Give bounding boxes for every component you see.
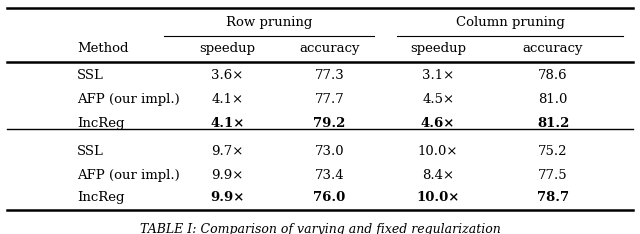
Text: 4.6×: 4.6× (421, 117, 455, 130)
Text: Row pruning: Row pruning (226, 16, 312, 29)
Text: 81.2: 81.2 (537, 117, 570, 130)
Text: 9.9×: 9.9× (210, 191, 244, 205)
Text: Column pruning: Column pruning (456, 16, 564, 29)
Text: IncReg: IncReg (77, 117, 125, 130)
Text: speedup: speedup (410, 42, 466, 55)
Text: 8.4×: 8.4× (422, 169, 454, 183)
Text: 77.7: 77.7 (315, 93, 344, 106)
Text: SSL: SSL (77, 69, 104, 82)
Text: speedup: speedup (200, 42, 255, 55)
Text: 81.0: 81.0 (538, 93, 568, 106)
Text: 4.1×: 4.1× (210, 117, 244, 130)
Text: 78.6: 78.6 (538, 69, 568, 82)
Text: 9.7×: 9.7× (211, 145, 244, 158)
Text: accuracy: accuracy (300, 42, 360, 55)
Text: TABLE I: Comparison of varying and fixed regularization: TABLE I: Comparison of varying and fixed… (140, 223, 500, 234)
Text: 77.3: 77.3 (315, 69, 344, 82)
Text: 10.0×: 10.0× (418, 145, 458, 158)
Text: 75.2: 75.2 (538, 145, 568, 158)
Text: 9.9×: 9.9× (211, 169, 244, 183)
Text: 77.5: 77.5 (538, 169, 568, 183)
Text: 78.7: 78.7 (537, 191, 569, 205)
Text: SSL: SSL (77, 145, 104, 158)
Text: 79.2: 79.2 (314, 117, 346, 130)
Text: 73.4: 73.4 (315, 169, 344, 183)
Text: IncReg: IncReg (77, 191, 125, 205)
Text: 76.0: 76.0 (314, 191, 346, 205)
Text: 10.0×: 10.0× (417, 191, 460, 205)
Text: 3.1×: 3.1× (422, 69, 454, 82)
Text: AFP (our impl.): AFP (our impl.) (77, 93, 180, 106)
Text: Method: Method (77, 42, 129, 55)
Text: 4.1×: 4.1× (211, 93, 243, 106)
Text: 73.0: 73.0 (315, 145, 344, 158)
Text: accuracy: accuracy (523, 42, 583, 55)
Text: 4.5×: 4.5× (422, 93, 454, 106)
Text: AFP (our impl.): AFP (our impl.) (77, 169, 180, 183)
Text: 3.6×: 3.6× (211, 69, 244, 82)
